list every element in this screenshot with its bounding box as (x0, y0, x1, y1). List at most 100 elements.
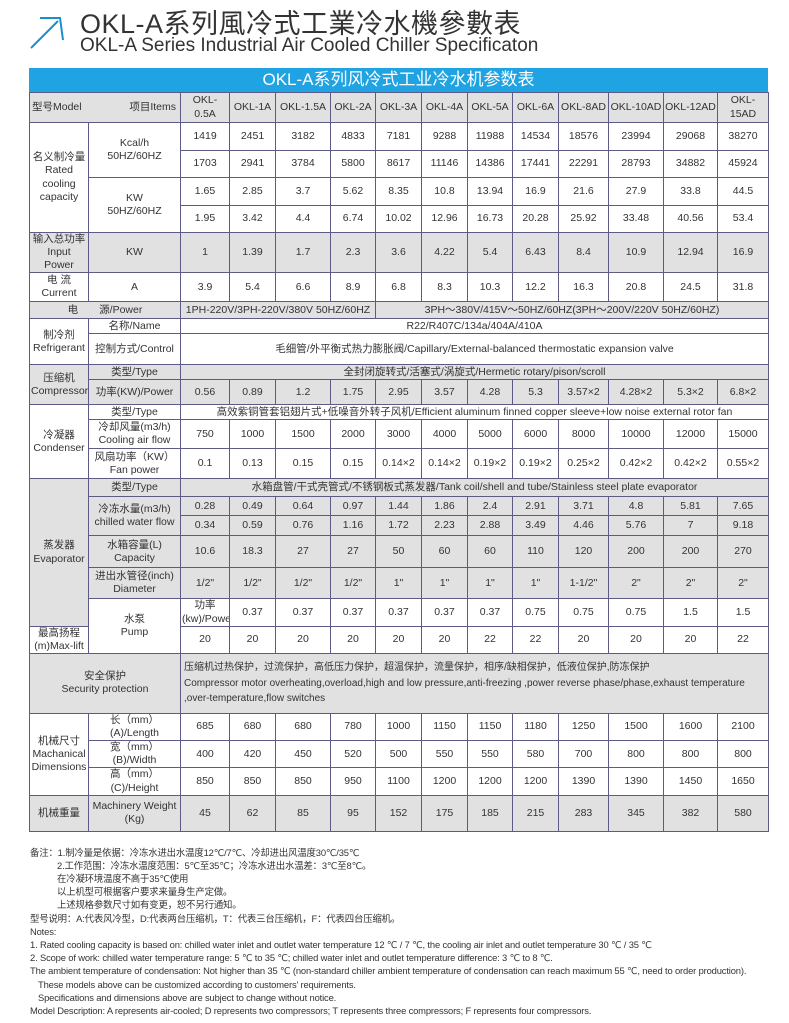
value-cell: 800 (717, 740, 769, 769)
cell-text-line: chilled water flow (94, 516, 175, 529)
note-cn-6: 型号说明：A:代表风冷型，D:代表两台压缩机，T：代表三台压缩机，F：代表四台压… (30, 912, 401, 924)
value-cell: 0.75 (608, 598, 664, 627)
value-cell: 2451 (229, 122, 276, 151)
note-cn-3: 在冷凝环境温度不高于35℃使用 (57, 873, 189, 885)
value-cell: 2.23 (421, 515, 468, 537)
cell-text-line: 输入总功率 (32, 233, 86, 245)
cell-text-line: Input Power (44, 246, 74, 272)
value-cell: 550 (467, 740, 513, 769)
table-banner: OKL-A系列风冷式工业冷水机参数表 (29, 68, 768, 92)
value-cell: 0.19×2 (512, 448, 559, 480)
compressor-type-value: 全封闭旋转式/活塞式/涡旋式/Hermetic rotary/pison/scr… (180, 364, 769, 381)
sub-label: 控制方式/Control (88, 333, 181, 366)
value-cell: 1500 (275, 419, 331, 450)
value-cell: 3.6 (375, 231, 422, 274)
sub-label: 进出水管径(inch) Diameter (88, 567, 181, 600)
value-cell: 800 (663, 740, 718, 769)
value-cell: 5000 (467, 419, 513, 450)
value-cell: 16.9 (512, 177, 559, 206)
table-row: 机械尺寸 Machanical Dimensions 长（mm）(A)/Length 6… (29, 712, 769, 796)
table-row: 进出水管径(inch) Diameter 1/2" 1/2" 1/2" 1/2" 1" 1" 1… (30, 567, 769, 600)
note-cn-1: 备注：1.制冷量是依据：冷冻水进出水温度12℃/7℃、冷却进出风温度30℃/35… (30, 846, 360, 858)
table-row: 电 源/Power 1PH-220V/3PH-220V/380V 50HZ/60H… (29, 301, 769, 320)
value-cell: 400 (180, 740, 230, 769)
value-cell: 0.42×2 (608, 448, 664, 480)
value-cell: 700 (558, 740, 609, 769)
value-cell: 1.2 (275, 379, 331, 406)
value-cell: 2" (663, 567, 718, 600)
value-cell: 780 (330, 712, 376, 742)
value-cell: 12000 (663, 419, 718, 450)
value-cell: 0.56 (180, 379, 230, 406)
value-cell: 1500 (608, 712, 664, 742)
spec-table: 型号Model 项目Items OKL-0.5A OKL-1A OKL-1.5A OKL-… (29, 92, 769, 832)
value-cell: 44.5 (717, 177, 769, 206)
model-header: OKL-6A (512, 92, 559, 123)
value-cell: 1.39 (229, 231, 276, 274)
value-cell: 1" (512, 567, 559, 600)
cell-text-line: Security protection (61, 683, 149, 696)
three-phase-value: 3PH～380V/415V～50HZ/60HZ(3PH～200V/220V 50… (375, 301, 769, 320)
table-row: 风扇功率（KW） Fan power 0.1 0.13 0.15 0.15 0.14×2 0.… (30, 448, 769, 480)
value-cell: 175 (421, 794, 468, 832)
value-cell: 382 (663, 794, 718, 832)
value-cell: 6.74 (330, 205, 376, 233)
value-cell: 550 (421, 740, 468, 769)
value-cell: 5.3 (512, 379, 559, 406)
cell-text-line: Condenser (33, 441, 85, 454)
unit-label: A (88, 272, 181, 303)
cell-text-line: 水泵 (124, 613, 145, 625)
table-row: 电 流 Current A 3.9 5.4 6.6 8.9 6.8 8.3 10.3 12.2 16.… (29, 272, 769, 303)
value-cell: 50 (375, 535, 422, 569)
cell-text-line: 50HZ/60HZ (107, 150, 162, 162)
model-header: OKL-4A (421, 92, 468, 123)
value-cell: 1.86 (421, 496, 468, 517)
value-cell: 1/2" (229, 567, 276, 600)
value-cell: 22 (467, 625, 513, 654)
model-header: OKL-1.5A (275, 92, 331, 123)
value-cell: 4.46 (558, 515, 609, 537)
table-row: 冷却风量(m3/h) Cooling air flow 750 1000 1500 200… (30, 419, 769, 450)
sub-label: 风扇功率（KW） Fan power (88, 448, 181, 480)
value-cell: 0.75 (512, 598, 559, 627)
value-cell: 685 (180, 712, 230, 742)
value-cell: 14386 (467, 150, 513, 178)
value-cell: 0.28 (180, 496, 230, 517)
sub-label: 冷冻水量(m3/h) chilled water flow (88, 496, 181, 537)
value-cell: 1703 (180, 150, 230, 178)
value-cell: 4.28 (467, 379, 513, 406)
table-row: 制冷剂 Refrigerant 名称/Name R22/R407C/134a/404A… (29, 318, 769, 366)
security-label: 安全保护 Security protection (29, 652, 181, 714)
value-cell: 3.71 (558, 496, 609, 517)
current-label: 电 流 Current (29, 272, 89, 303)
value-cell: 6.8 (375, 272, 422, 303)
table-row: 宽（mm）(B)/Width 400 420 450 520 500 550 550 580 70… (30, 740, 769, 769)
pump-label: 水泵 Pump (88, 598, 181, 654)
value-cell: 0.89 (229, 379, 276, 406)
refrigerant-label: 制冷剂 Refrigerant (29, 318, 89, 366)
value-cell: 4.28×2 (608, 379, 664, 406)
notes: 备注：1.制冷量是依据：冷冻水进出水温度12℃/7℃、冷却进出风温度30℃/35… (30, 846, 789, 1023)
value-cell: 20 (275, 625, 331, 654)
cell-text-line: 名义制冷量 (32, 151, 86, 164)
value-cell: 2" (608, 567, 664, 600)
value-cell: 3182 (275, 122, 331, 151)
value-cell: 53.4 (717, 205, 769, 233)
cell-text-line: 50HZ/60HZ (107, 205, 162, 217)
value-cell: 2941 (229, 150, 276, 178)
value-cell: 11988 (467, 122, 513, 151)
table-row: 蒸发器 Evaporator 类型/Type 水箱盘管/干式壳管式/不锈钢板式蒸发器/… (29, 478, 769, 627)
cell-text-line: 电 流 (47, 274, 71, 287)
table-row: KW 50HZ/60HZ 1.65 2.85 3.7 5.62 8.35 10.8 13.94 1… (30, 177, 769, 233)
value-cell: 580 (717, 794, 769, 832)
value-cell: 27 (275, 535, 331, 569)
value-cell: 1180 (512, 712, 559, 742)
value-cell: 12.2 (512, 272, 559, 303)
value-cell: 5.3×2 (663, 379, 718, 406)
value-cell: 1" (421, 567, 468, 600)
value-cell: 1.5 (717, 598, 769, 627)
value-cell: 20.8 (608, 272, 664, 303)
value-cell: 0.15 (275, 448, 331, 480)
value-cell: 1-1/2" (558, 567, 609, 600)
value-cell: 2.88 (467, 515, 513, 537)
